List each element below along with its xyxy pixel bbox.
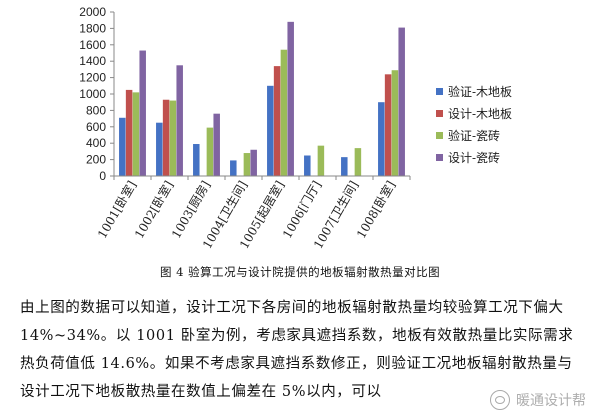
bar <box>230 160 237 176</box>
legend-label: 验证-瓷砖 <box>448 128 500 143</box>
legend-swatch <box>436 110 443 117</box>
bar <box>206 127 214 176</box>
bar <box>384 74 392 176</box>
legend-swatch <box>436 154 443 161</box>
y-tick-label: 1400 <box>79 54 106 68</box>
y-tick-label: 1200 <box>79 71 106 85</box>
watermark-text: 暖通设计帮 <box>516 393 586 409</box>
legend-label: 设计-瓷砖 <box>448 150 500 165</box>
bar <box>169 100 177 176</box>
bar-chart: 0 200 400 600 800 1000 1200 1400 1600 1800 2000 10… <box>79 5 512 251</box>
bar <box>287 21 294 177</box>
bar <box>391 70 399 176</box>
bar <box>304 155 311 176</box>
bar <box>378 102 385 176</box>
bar <box>273 66 281 176</box>
bar <box>162 99 170 176</box>
y-tick-label: 1000 <box>79 87 106 101</box>
watermark: 暖通设计帮 <box>490 390 586 410</box>
y-tick-label: 800 <box>86 103 106 117</box>
x-axis: 1001[卧室]1002[卧室]1003[厨房]1004[卫生间]1005[起居… <box>94 175 411 251</box>
bar <box>125 89 133 176</box>
bar <box>243 153 251 176</box>
bar <box>139 50 146 176</box>
y-tick-label: 1800 <box>79 21 106 35</box>
bar <box>354 148 362 176</box>
wechat-icon <box>490 390 510 410</box>
y-axis: 0 200 400 600 800 1000 1200 1400 1600 1800 2000 <box>79 5 115 183</box>
bar <box>317 145 325 176</box>
bar <box>119 117 126 176</box>
y-tick-label: 400 <box>86 136 106 150</box>
legend-label: 设计-木地板 <box>448 107 512 121</box>
bar <box>156 122 163 176</box>
bar <box>280 49 288 176</box>
y-tick-label: 200 <box>86 153 106 167</box>
y-tick-label: 0 <box>99 169 106 183</box>
bar <box>250 149 257 176</box>
bar <box>398 27 405 176</box>
bar <box>176 65 183 176</box>
bar <box>341 157 348 176</box>
bar <box>267 85 274 176</box>
y-tick-label: 1600 <box>79 38 106 52</box>
bars <box>119 21 405 177</box>
legend-label: 验证-木地板 <box>448 84 512 99</box>
bar <box>132 92 140 176</box>
body-paragraph: 由上图的数据可以知道，设计工况下各房间的地板辐射散热量均较验算工况下偏大 14%… <box>20 300 574 400</box>
bar <box>213 113 220 176</box>
figure-caption: 图 4 验算工况与设计院提供的地板辐射散热量对比图 <box>159 265 441 279</box>
y-tick-label: 600 <box>86 120 106 134</box>
bar <box>193 144 200 176</box>
y-tick-label: 2000 <box>79 5 106 19</box>
legend-swatch <box>436 132 443 139</box>
legend-swatch <box>436 88 443 95</box>
